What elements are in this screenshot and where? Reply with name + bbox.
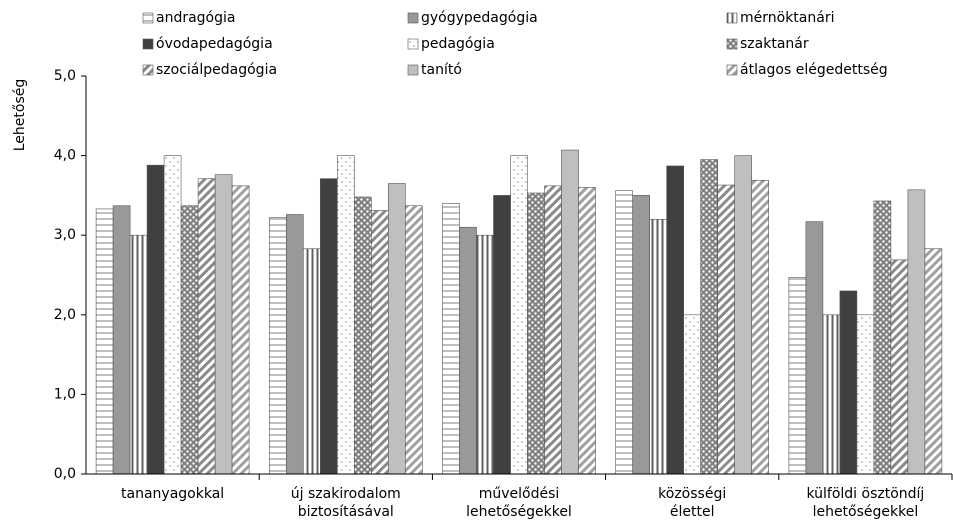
bar <box>632 195 651 475</box>
bar <box>751 179 770 475</box>
bar <box>666 165 685 475</box>
bar <box>822 314 841 475</box>
x-tick-label: művelődési lehetőségekkel <box>466 486 572 520</box>
bar <box>112 205 131 475</box>
bar <box>527 192 545 475</box>
x-tick-label: új szakirodalom biztosításával <box>291 486 401 520</box>
y-tick-label: 3,0 <box>54 227 76 243</box>
legend-label: óvodapedagógia <box>156 36 273 52</box>
bar <box>788 277 807 475</box>
bar <box>493 195 511 475</box>
legend-swatch <box>142 12 154 24</box>
x-tick-label: tananyagokkal <box>121 486 224 502</box>
y-axis-label: Lehetőség <box>12 79 28 152</box>
legend-label: andragógia <box>156 10 235 26</box>
bar <box>370 210 389 475</box>
bar <box>683 314 702 475</box>
bar <box>649 218 668 475</box>
legend-swatch <box>726 12 738 24</box>
legend-swatch <box>407 38 419 50</box>
bar <box>442 203 460 475</box>
bar <box>476 234 494 475</box>
bar <box>146 164 165 475</box>
legend-label: szaktanár <box>740 36 809 52</box>
bar <box>268 217 287 475</box>
bar <box>129 234 148 475</box>
bar <box>890 259 909 475</box>
bar <box>319 178 338 475</box>
bar <box>353 196 372 475</box>
bar <box>387 183 406 475</box>
y-tick-label: 2,0 <box>54 307 76 323</box>
bar <box>839 290 858 475</box>
bar <box>459 226 477 475</box>
y-tick-label: 5,0 <box>54 68 76 84</box>
bar <box>336 155 355 475</box>
x-tick-label: közösségi élettel <box>658 486 726 520</box>
bar <box>873 200 892 475</box>
bar <box>717 184 736 475</box>
bar <box>561 149 579 475</box>
bar <box>805 221 824 475</box>
bar <box>214 174 233 475</box>
legend-label: szociálpedagógia <box>156 62 277 78</box>
legend-swatch <box>142 38 154 50</box>
legend-label: pedagógia <box>421 36 495 52</box>
legend-swatch <box>407 12 419 24</box>
legend-swatch <box>142 64 154 76</box>
y-tick-label: 0,0 <box>54 466 76 482</box>
bar <box>302 248 321 475</box>
bar <box>907 189 926 475</box>
bar <box>180 205 199 475</box>
bar <box>856 314 875 475</box>
legend-label: átlagos elégedettség <box>740 62 888 78</box>
bar <box>924 248 943 475</box>
legend-swatch <box>726 38 738 50</box>
legend-label: mérnöktanári <box>740 10 834 26</box>
legend-label: gyógypedagógia <box>421 10 538 26</box>
y-tick-label: 4,0 <box>54 148 76 164</box>
bar <box>700 159 719 475</box>
bar <box>285 214 304 475</box>
bar <box>404 205 423 475</box>
legend-swatch <box>407 64 419 76</box>
bar <box>734 155 753 475</box>
bar <box>95 208 114 475</box>
legend-label: tanító <box>421 62 462 78</box>
bar <box>231 185 250 475</box>
y-tick-label: 1,0 <box>54 386 76 402</box>
legend-swatch <box>726 64 738 76</box>
x-tick-label: külföldi ösztöndíj lehetőségekkel <box>806 486 924 520</box>
bar <box>197 178 216 475</box>
bar <box>578 187 596 475</box>
bar <box>163 155 182 475</box>
bar <box>544 185 562 475</box>
bar <box>510 155 528 475</box>
bar <box>615 190 634 475</box>
